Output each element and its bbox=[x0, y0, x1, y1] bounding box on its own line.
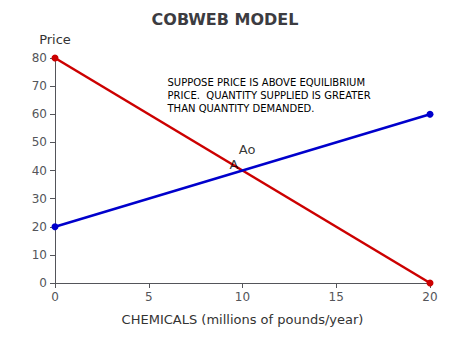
svg-text:PRICE. QUANTITY SUPPLIED IS G: PRICE. QUANTITY SUPPLIED IS GREATER bbox=[168, 90, 371, 101]
svg-text:5: 5 bbox=[145, 290, 153, 304]
svg-text:15: 15 bbox=[329, 290, 344, 304]
svg-text:50: 50 bbox=[32, 135, 47, 149]
svg-text:70: 70 bbox=[32, 79, 47, 93]
svg-text:COBWEB MODEL: COBWEB MODEL bbox=[152, 10, 299, 29]
svg-text:10: 10 bbox=[32, 248, 47, 262]
svg-text:20: 20 bbox=[32, 220, 47, 234]
svg-text:Price: Price bbox=[39, 32, 71, 47]
svg-text:A: A bbox=[229, 157, 238, 172]
svg-text:THAN QUANTITY DEMANDED.: THAN QUANTITY DEMANDED. bbox=[167, 103, 315, 114]
svg-text:Ao: Ao bbox=[239, 142, 256, 157]
svg-text:40: 40 bbox=[32, 164, 47, 178]
svg-text:20: 20 bbox=[422, 290, 437, 304]
svg-text:0: 0 bbox=[51, 290, 59, 304]
svg-text:60: 60 bbox=[32, 107, 47, 121]
svg-text:30: 30 bbox=[32, 192, 47, 206]
svg-text:80: 80 bbox=[32, 51, 47, 65]
svg-text:10: 10 bbox=[235, 290, 250, 304]
svg-text:SUPPOSE PRICE IS ABOVE EQUILIB: SUPPOSE PRICE IS ABOVE EQUILIBRIUM bbox=[168, 77, 366, 88]
svg-text:0: 0 bbox=[39, 276, 47, 290]
svg-text:CHEMICALS (millions of pounds/: CHEMICALS (millions of pounds/year) bbox=[122, 312, 364, 327]
